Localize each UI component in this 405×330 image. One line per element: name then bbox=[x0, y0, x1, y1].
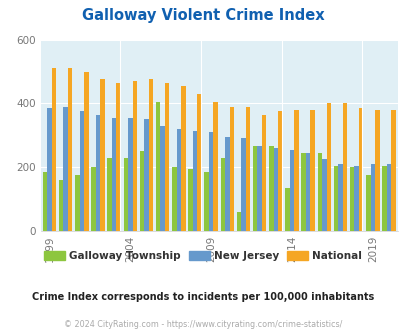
Bar bbox=[386, 164, 390, 231]
Bar bbox=[156, 102, 160, 231]
Bar bbox=[68, 68, 72, 231]
Bar bbox=[100, 80, 104, 231]
Bar bbox=[337, 164, 342, 231]
Bar bbox=[209, 132, 213, 231]
Bar bbox=[220, 158, 224, 231]
Bar bbox=[273, 148, 277, 231]
Text: Crime Index corresponds to incidents per 100,000 inhabitants: Crime Index corresponds to incidents per… bbox=[32, 292, 373, 302]
Bar bbox=[43, 172, 47, 231]
Bar bbox=[289, 150, 294, 231]
Text: Galloway Violent Crime Index: Galloway Violent Crime Index bbox=[81, 8, 324, 23]
Bar bbox=[269, 147, 273, 231]
Bar bbox=[333, 166, 337, 231]
Bar bbox=[370, 164, 374, 231]
Bar bbox=[252, 147, 257, 231]
Bar bbox=[213, 102, 217, 231]
Bar bbox=[277, 112, 282, 231]
Bar bbox=[192, 130, 197, 231]
Bar bbox=[390, 110, 395, 231]
Bar bbox=[358, 108, 362, 231]
Bar bbox=[245, 107, 249, 231]
Bar bbox=[236, 212, 241, 231]
Bar bbox=[59, 180, 63, 231]
Bar bbox=[123, 158, 128, 231]
Bar bbox=[204, 172, 209, 231]
Bar bbox=[342, 103, 346, 231]
Bar bbox=[79, 112, 84, 231]
Bar bbox=[132, 81, 137, 231]
Bar bbox=[261, 115, 266, 231]
Bar bbox=[128, 118, 132, 231]
Bar bbox=[84, 72, 88, 231]
Bar bbox=[144, 119, 148, 231]
Bar bbox=[51, 68, 56, 231]
Bar bbox=[164, 82, 169, 231]
Bar bbox=[176, 129, 181, 231]
Bar bbox=[116, 82, 121, 231]
Bar bbox=[294, 110, 298, 231]
Bar bbox=[107, 158, 112, 231]
Bar bbox=[172, 167, 176, 231]
Bar bbox=[148, 80, 153, 231]
Bar bbox=[224, 137, 229, 231]
Bar bbox=[96, 115, 100, 231]
Bar bbox=[374, 110, 379, 231]
Bar bbox=[317, 153, 321, 231]
Text: © 2024 CityRating.com - https://www.cityrating.com/crime-statistics/: © 2024 CityRating.com - https://www.city… bbox=[64, 320, 341, 329]
Bar bbox=[257, 147, 261, 231]
Bar bbox=[181, 86, 185, 231]
Bar bbox=[91, 167, 96, 231]
Bar bbox=[381, 166, 386, 231]
Bar bbox=[365, 175, 370, 231]
Bar bbox=[326, 103, 330, 231]
Bar bbox=[197, 94, 201, 231]
Bar bbox=[63, 107, 68, 231]
Bar bbox=[241, 139, 245, 231]
Bar bbox=[229, 107, 234, 231]
Bar bbox=[305, 153, 310, 231]
Bar bbox=[349, 167, 354, 231]
Legend: Galloway Township, New Jersey, National: Galloway Township, New Jersey, National bbox=[40, 247, 365, 265]
Bar bbox=[354, 166, 358, 231]
Bar bbox=[139, 151, 144, 231]
Bar bbox=[75, 175, 79, 231]
Bar bbox=[188, 169, 192, 231]
Bar bbox=[301, 153, 305, 231]
Bar bbox=[310, 110, 314, 231]
Bar bbox=[321, 159, 326, 231]
Bar bbox=[47, 108, 51, 231]
Bar bbox=[112, 118, 116, 231]
Bar bbox=[284, 188, 289, 231]
Bar bbox=[160, 126, 164, 231]
